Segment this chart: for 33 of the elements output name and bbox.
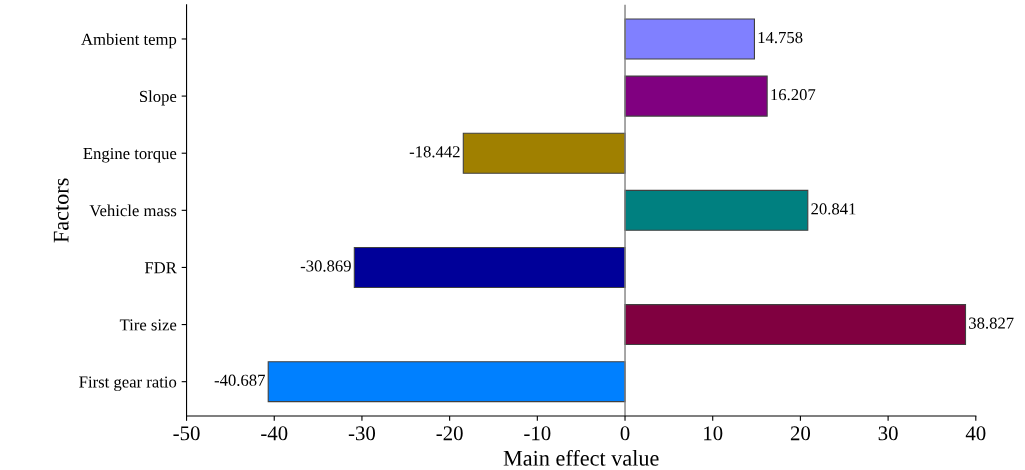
data-label: 38.827 bbox=[969, 317, 1014, 329]
y-tick-label: Engine torque bbox=[83, 147, 177, 163]
y-tick-label: Slope bbox=[139, 90, 177, 106]
bar bbox=[353, 246, 626, 288]
y-axis-title: Factors bbox=[53, 178, 69, 243]
y-tick-label: First gear ratio bbox=[79, 376, 177, 392]
y-tick-label: FDR bbox=[144, 262, 177, 274]
data-label: -30.869 bbox=[300, 260, 351, 272]
bar bbox=[624, 18, 755, 60]
data-label: 16.207 bbox=[771, 89, 816, 101]
data-label: 20.841 bbox=[811, 203, 856, 215]
x-tick-label: -20 bbox=[436, 426, 463, 441]
x-tick-label: 0 bbox=[620, 426, 630, 441]
x-tick-label: -50 bbox=[173, 426, 200, 441]
y-tick-label: Tire size bbox=[119, 319, 177, 331]
x-tick-label: -10 bbox=[524, 426, 551, 441]
x-axis-title: Main effect value bbox=[503, 449, 659, 466]
bar bbox=[267, 361, 626, 403]
x-tick-label: 20 bbox=[790, 426, 811, 441]
data-label: 14.758 bbox=[758, 31, 803, 44]
bar bbox=[462, 132, 626, 174]
x-tick-label: -40 bbox=[261, 426, 288, 441]
bar bbox=[624, 189, 809, 231]
x-tick-label: -30 bbox=[348, 426, 376, 441]
bar bbox=[624, 75, 768, 117]
y-tick-label: Ambient temp bbox=[81, 33, 177, 49]
bar bbox=[624, 304, 967, 346]
x-tick-label: 30 bbox=[878, 426, 898, 441]
x-tick-label: 10 bbox=[704, 426, 723, 441]
data-label: -40.687 bbox=[214, 374, 265, 386]
data-label: -18.442 bbox=[409, 146, 460, 158]
x-tick-label: 40 bbox=[965, 426, 986, 441]
y-tick-label: Vehicle mass bbox=[89, 204, 177, 217]
